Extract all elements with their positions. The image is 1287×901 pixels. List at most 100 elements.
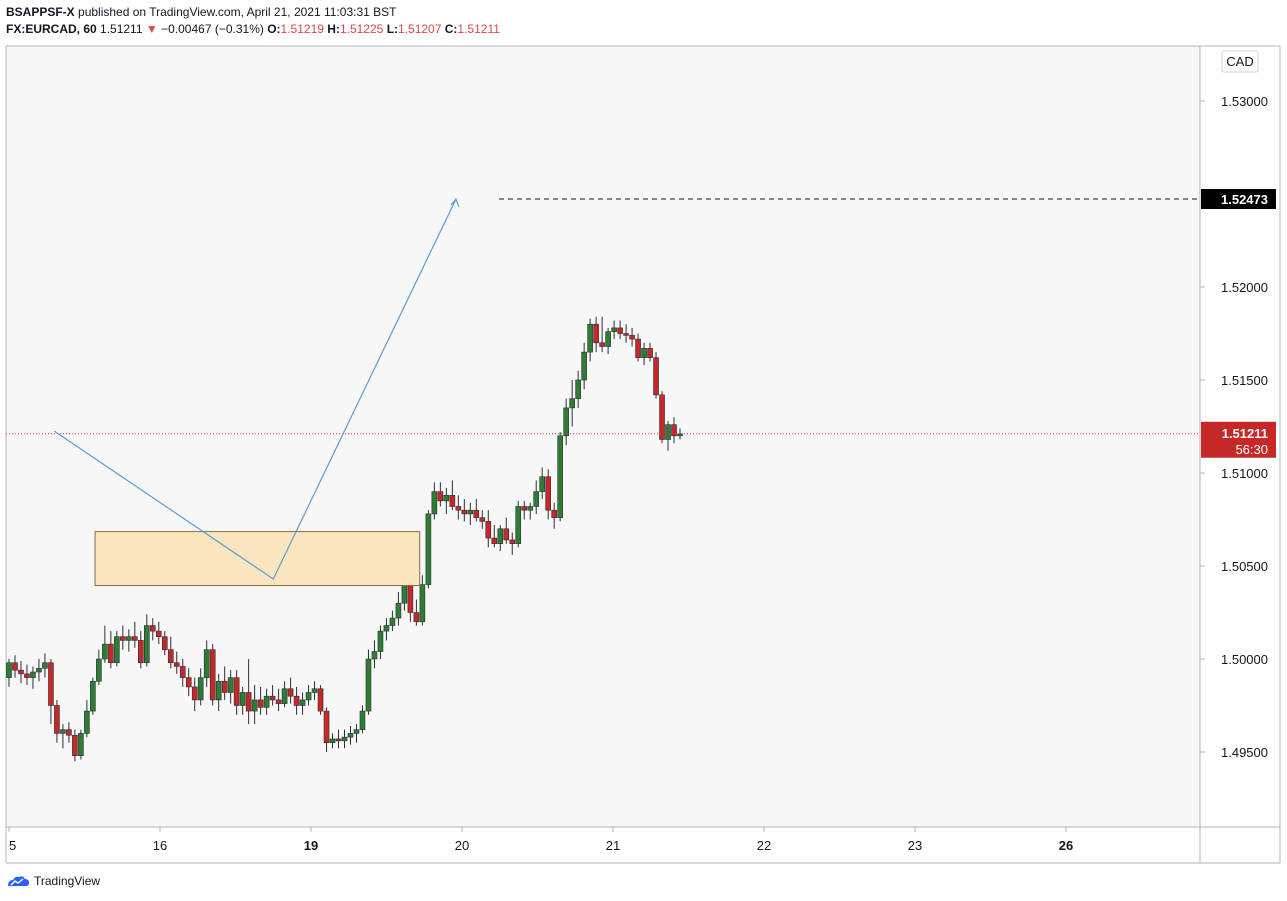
candle-body bbox=[78, 733, 84, 757]
candle-body bbox=[677, 433, 683, 437]
price-tick-label: 1.52000 bbox=[1221, 280, 1268, 295]
candle-body bbox=[497, 528, 504, 544]
price-tick-label: 1.51000 bbox=[1221, 466, 1268, 481]
candle-body bbox=[611, 327, 617, 332]
candle-body bbox=[557, 435, 563, 518]
candle-body bbox=[221, 681, 228, 693]
candle-body bbox=[515, 506, 522, 544]
time-tick-label: 20 bbox=[455, 838, 469, 853]
candle-body bbox=[203, 649, 210, 678]
author-name[interactable]: BSAPPSF-X bbox=[6, 5, 75, 19]
demand-zone-box bbox=[94, 531, 421, 587]
candle-body bbox=[149, 625, 156, 632]
drawings bbox=[6, 197, 1200, 587]
last-price: 1.51211 bbox=[100, 22, 143, 36]
time-tick-label: 16 bbox=[153, 838, 167, 853]
candle-body bbox=[659, 394, 665, 440]
candle-body bbox=[42, 662, 48, 669]
candle-body bbox=[54, 705, 60, 734]
time-tick-label: 5 bbox=[9, 838, 16, 853]
candle-body bbox=[96, 658, 102, 682]
tradingview-footer[interactable]: TradingView bbox=[6, 874, 100, 888]
candle-body bbox=[72, 734, 78, 757]
candle-body bbox=[108, 643, 114, 664]
candle-body bbox=[317, 688, 324, 712]
candle-body bbox=[299, 699, 306, 706]
candle-body bbox=[323, 710, 330, 744]
price-tick-label: 1.50500 bbox=[1221, 559, 1268, 574]
candle-body bbox=[437, 491, 444, 502]
target-price-badge bbox=[1201, 189, 1276, 210]
candle-body bbox=[563, 407, 569, 437]
candle-body bbox=[491, 537, 498, 544]
candle-body bbox=[533, 491, 540, 507]
open-value: 1.51219 bbox=[280, 22, 324, 36]
publish-line: BSAPPSF-X published on TradingView.com, … bbox=[6, 4, 500, 21]
candle-body bbox=[581, 351, 587, 381]
candle-body bbox=[383, 625, 390, 632]
candle-body bbox=[353, 729, 360, 734]
candle-body bbox=[629, 335, 635, 340]
candle-body bbox=[605, 331, 611, 347]
candle-body bbox=[209, 649, 216, 701]
tradingview-logo-icon bbox=[8, 876, 29, 886]
candle-body bbox=[407, 584, 414, 613]
candle-body bbox=[311, 688, 318, 693]
candle-body bbox=[161, 636, 168, 650]
candle-body bbox=[60, 729, 66, 734]
candle-body bbox=[197, 677, 204, 701]
candle-body bbox=[647, 348, 653, 358]
candle-body bbox=[90, 681, 96, 712]
currency-box-frame bbox=[1221, 50, 1259, 73]
candle-body bbox=[138, 640, 144, 664]
price-axis[interactable]: 1.53000 1.52000 1.51500 1.51000 1.50500 1.500… bbox=[1200, 94, 1268, 760]
projection-arrowhead-icon bbox=[450, 197, 460, 208]
candle-body bbox=[653, 357, 659, 396]
candle-body bbox=[389, 617, 396, 626]
published-text: published on TradingView.com, April 21, … bbox=[78, 5, 397, 19]
chart-pane[interactable] bbox=[6, 46, 1200, 827]
candle-body bbox=[401, 584, 408, 604]
candle-body bbox=[449, 495, 456, 507]
candle-body bbox=[245, 692, 252, 712]
candle-body bbox=[377, 630, 384, 652]
candle-body bbox=[617, 327, 623, 334]
candle-body bbox=[30, 671, 36, 678]
candle-body bbox=[347, 733, 354, 738]
symbol-label[interactable]: FX:EURCAD, 60 bbox=[6, 22, 97, 36]
candle-body bbox=[551, 509, 557, 518]
candle-body bbox=[239, 692, 246, 706]
candle-body bbox=[455, 506, 462, 511]
time-tick-label: 19 bbox=[304, 838, 318, 853]
candle-body bbox=[419, 584, 426, 623]
candle-body bbox=[443, 495, 450, 502]
close-value: 1.51211 bbox=[457, 22, 500, 36]
candle-body bbox=[575, 379, 581, 399]
time-tick-label: 22 bbox=[757, 838, 771, 853]
candle-body bbox=[215, 681, 222, 701]
candle-body bbox=[521, 506, 528, 511]
open-label: O: bbox=[267, 22, 281, 36]
currency-box[interactable]: CAD bbox=[1221, 50, 1259, 73]
candle-body bbox=[371, 651, 378, 660]
candle-body bbox=[635, 338, 641, 358]
time-tick-label: 21 bbox=[606, 838, 620, 853]
candle-body bbox=[269, 695, 276, 701]
candle-body bbox=[114, 636, 120, 664]
candle-body bbox=[329, 738, 336, 743]
high-value: 1.51225 bbox=[339, 22, 384, 36]
candle-body bbox=[509, 539, 516, 544]
candle-body bbox=[84, 710, 90, 734]
close-label: C: bbox=[444, 22, 458, 36]
ohlc-line: FX:EURCAD, 60 1.51211 ▼ −0.00467 (−0.31%… bbox=[6, 21, 500, 38]
candle-body bbox=[179, 666, 186, 678]
candle-body bbox=[66, 729, 72, 736]
candle-body bbox=[281, 688, 288, 704]
candle-body bbox=[539, 476, 546, 492]
candle-body bbox=[257, 699, 264, 708]
candle-body bbox=[143, 625, 150, 664]
candle-body bbox=[359, 710, 366, 730]
time-axis[interactable]: 5 16 19 20 21 22 23 26 bbox=[8, 827, 1073, 853]
